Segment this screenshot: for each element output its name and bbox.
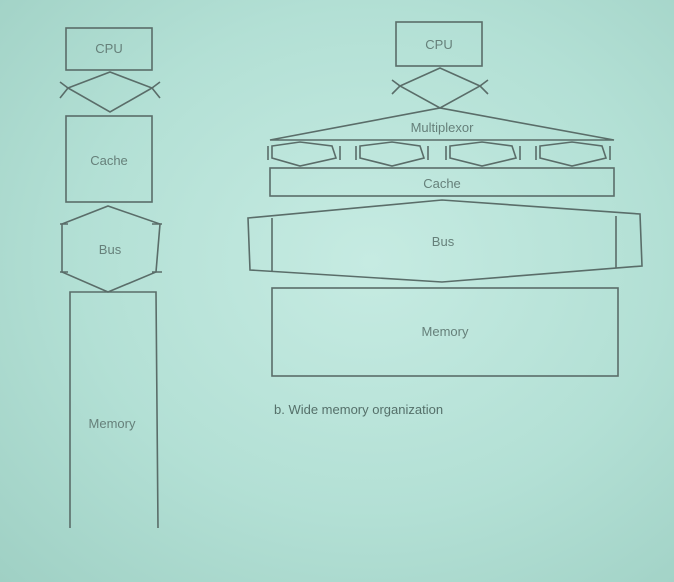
multiplexor-label: Multiplexor: [411, 120, 475, 135]
bus-edges-b: [271, 216, 617, 272]
memory-box-a: [69, 291, 159, 529]
cpu-box-b: [395, 21, 483, 67]
mux-cache-buses: [267, 141, 611, 167]
bus-label-b: Bus: [432, 234, 455, 249]
bus-edges-a: [60, 223, 162, 273]
bus-shape-b: [247, 199, 643, 283]
bus-label-a: Bus: [99, 242, 122, 257]
memory-box-b: [271, 287, 619, 377]
connector-ends-b: [391, 79, 489, 95]
cache-label-b: Cache: [423, 176, 461, 191]
diagram-a: CPU Cache Bus Memory: [59, 27, 162, 529]
cpu-cache-connector-a: [66, 71, 154, 113]
memory-label-a: Memory: [89, 416, 136, 431]
connector-ends-a: [59, 81, 161, 99]
cpu-label-b: CPU: [425, 37, 452, 52]
memory-label-b: Memory: [422, 324, 469, 339]
cpu-mux-connector-b: [398, 67, 482, 109]
caption-b: b. Wide memory organization: [274, 402, 443, 417]
diagram-b: CPU Multiplexor Cache Bus Memory b. Wide…: [247, 21, 643, 417]
cache-label-a: Cache: [90, 153, 128, 168]
multiplexor-shape: [269, 107, 615, 141]
cache-box-b: [269, 167, 615, 197]
cpu-label-a: CPU: [95, 41, 122, 56]
cache-box-a: [65, 115, 153, 203]
cpu-box-a: [65, 27, 153, 71]
